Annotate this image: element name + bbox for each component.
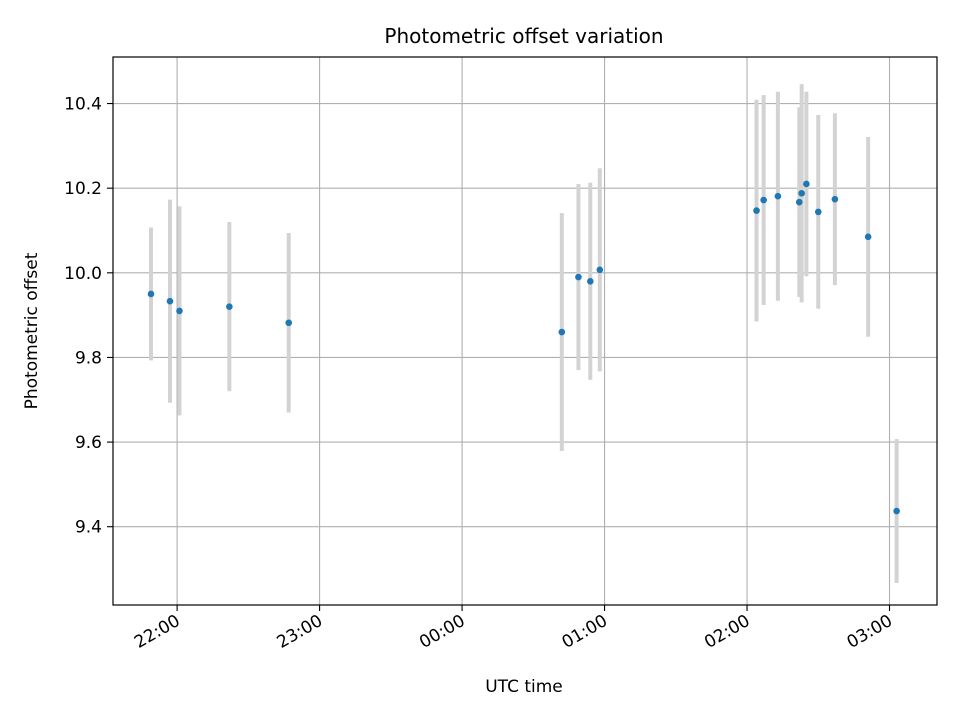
data-point bbox=[176, 307, 183, 315]
data-point bbox=[803, 180, 810, 188]
data-point bbox=[864, 233, 872, 241]
y-tick-label: 9.8 bbox=[75, 348, 102, 368]
data-point bbox=[147, 290, 155, 298]
data-point bbox=[558, 328, 566, 336]
data-point bbox=[831, 195, 839, 203]
data-point bbox=[760, 196, 767, 204]
data-point bbox=[753, 207, 760, 214]
data-point bbox=[587, 277, 594, 285]
y-tick-label: 9.4 bbox=[75, 518, 102, 538]
data-point bbox=[774, 192, 782, 200]
data-point bbox=[596, 266, 604, 274]
y-tick-label: 10.4 bbox=[64, 95, 102, 115]
y-tick-label: 9.6 bbox=[75, 433, 102, 453]
grid-layer bbox=[113, 57, 937, 605]
y-axis-label: Photometric offset bbox=[22, 252, 42, 409]
y-tick-label: 10.0 bbox=[64, 264, 102, 284]
data-point bbox=[795, 198, 803, 206]
data-point bbox=[166, 297, 174, 305]
data-point bbox=[814, 208, 822, 216]
data-point bbox=[798, 189, 805, 197]
y-tick-label: 10.2 bbox=[64, 179, 102, 199]
x-axis-label: UTC time bbox=[485, 677, 563, 697]
data-point bbox=[226, 303, 233, 310]
plot-area-frame bbox=[112, 56, 938, 606]
point-layer bbox=[147, 180, 900, 515]
chart-title: Photometric offset variation bbox=[384, 24, 663, 48]
data-point bbox=[575, 273, 582, 281]
data-point bbox=[285, 319, 293, 327]
data-point bbox=[893, 507, 900, 515]
